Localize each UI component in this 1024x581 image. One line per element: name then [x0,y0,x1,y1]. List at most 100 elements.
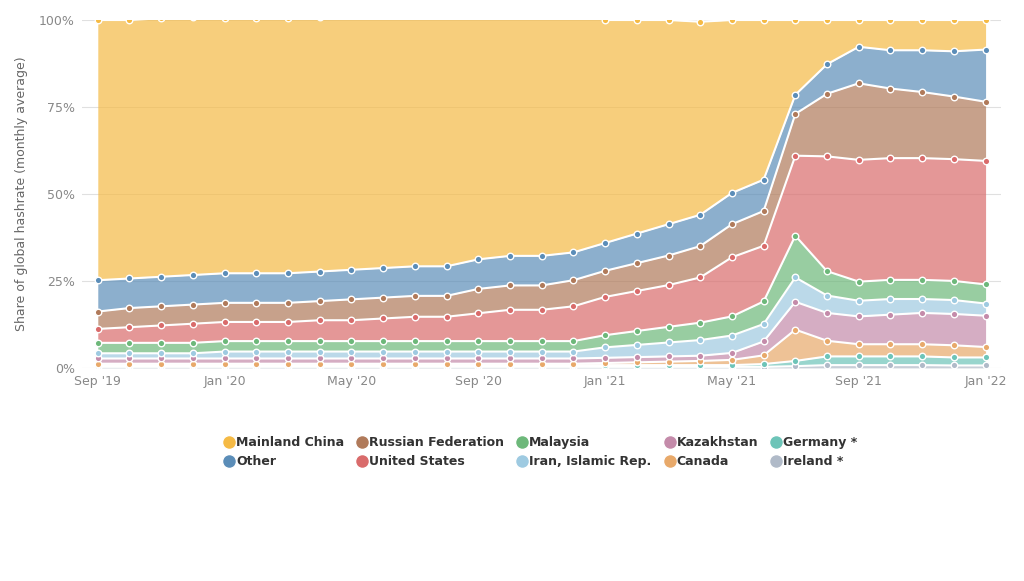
Point [660,362,677,371]
Point [343,336,359,346]
Point [470,360,486,370]
Point [660,338,677,347]
Point [89,359,105,368]
Point [724,360,740,370]
Point [375,314,391,323]
Point [756,360,772,369]
Point [89,349,105,358]
Point [629,286,645,296]
Point [343,360,359,370]
Point [184,319,201,328]
Point [311,12,328,21]
Point [121,362,137,371]
Point [597,292,613,302]
Point [629,360,645,370]
Point [597,360,613,370]
Point [819,89,836,98]
Point [153,354,169,363]
Point [692,210,709,220]
Point [914,352,931,361]
Point [470,354,486,363]
Point [502,251,518,260]
Point [216,359,232,368]
Point [977,15,993,24]
Point [629,362,645,371]
Point [883,339,899,349]
Point [407,312,423,321]
Legend: Mainland China, Other, Russian Federation, United States, Malaysia, Iran, Islami: Mainland China, Other, Russian Federatio… [220,430,863,475]
Point [565,275,582,285]
Point [343,362,359,371]
Point [89,275,105,285]
Point [692,335,709,345]
Point [216,347,232,356]
Point [724,348,740,357]
Point [121,359,137,368]
Point [946,277,963,286]
Point [819,336,836,345]
Point [851,42,867,52]
Point [216,354,232,363]
Point [946,155,963,164]
Point [977,299,993,308]
Point [438,360,455,370]
Point [121,349,137,358]
Point [565,360,582,370]
Point [629,353,645,362]
Point [819,291,836,300]
Point [660,251,677,260]
Point [597,15,613,24]
Point [407,261,423,271]
Point [660,352,677,361]
Point [89,15,105,24]
Point [756,206,772,216]
Point [660,15,677,24]
Point [470,284,486,293]
Point [375,263,391,272]
Point [565,302,582,311]
Point [153,302,169,311]
Point [438,347,455,356]
Point [343,315,359,325]
Point [851,296,867,306]
Point [565,347,582,356]
Point [851,78,867,88]
Point [184,349,201,358]
Point [311,362,328,371]
Point [534,251,550,260]
Point [502,281,518,290]
Point [534,359,550,368]
Point [534,336,550,346]
Point [502,354,518,363]
Point [153,272,169,281]
Point [660,322,677,332]
Point [248,268,264,278]
Point [946,46,963,56]
Point [914,15,931,24]
Point [692,242,709,251]
Point [184,362,201,371]
Point [153,349,169,358]
Point [343,354,359,363]
Point [883,46,899,55]
Point [597,238,613,248]
Point [756,362,772,371]
Point [343,359,359,368]
Point [311,354,328,363]
Point [470,362,486,371]
Point [502,305,518,314]
Point [89,324,105,333]
Point [343,295,359,304]
Point [819,309,836,318]
Point [819,352,836,361]
Point [883,15,899,24]
Point [629,15,645,24]
Point [184,338,201,347]
Point [438,291,455,300]
Point [977,97,993,106]
Point [470,347,486,356]
Point [438,336,455,346]
Point [851,15,867,24]
Point [502,5,518,14]
Point [946,361,963,370]
